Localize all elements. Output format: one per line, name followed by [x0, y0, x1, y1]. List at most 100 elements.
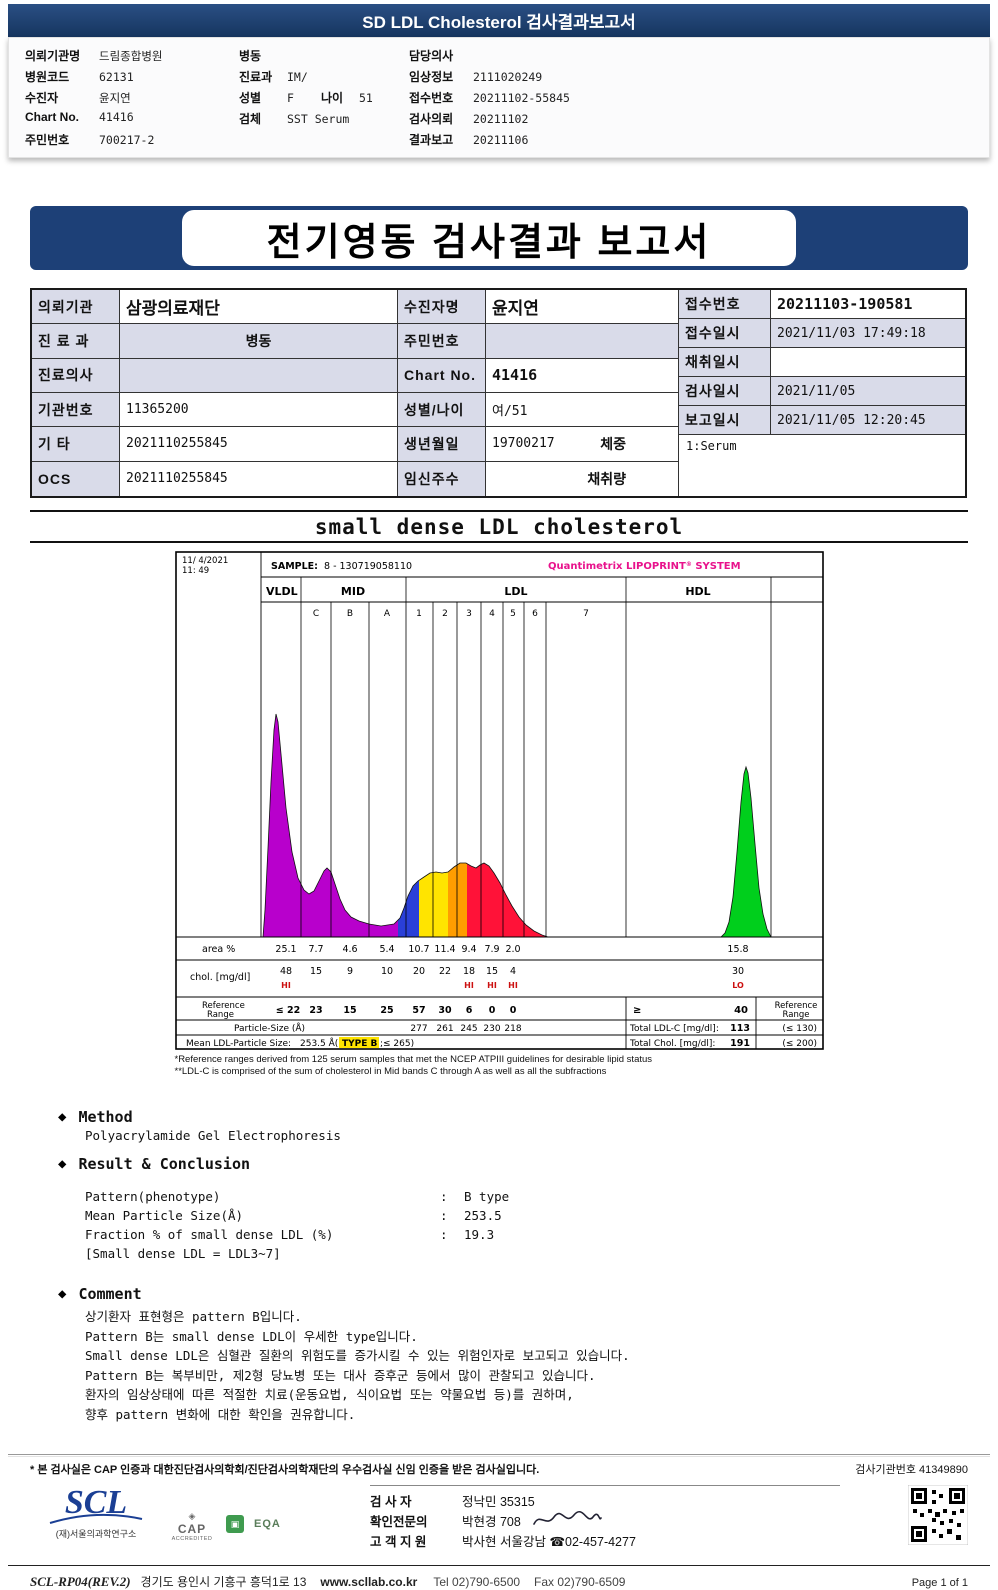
result-title: Result & Conclusion [78, 1155, 251, 1173]
footnote-2: **LDL-C is comprised of the sum of chole… [174, 1066, 607, 1077]
field-value: 62131 [99, 70, 134, 84]
particle-value: 261 [436, 1024, 453, 1034]
cap-emblem-icon: ◈ [188, 1511, 196, 1521]
sig-label: 검 사 자 [370, 1494, 412, 1509]
area-value: 25.1 [275, 944, 296, 955]
section-title: small dense LDL cholesterol [314, 515, 684, 539]
cell-label: 진료의사 [32, 358, 120, 393]
fax: Fax 02)790-6509 [534, 1575, 626, 1589]
cell-label: 보고일시 [679, 406, 771, 435]
field-row: Chart No. 41416 [25, 110, 215, 131]
field-row: 임상정보 2111020249 [409, 68, 981, 89]
result-name: [Small dense LDL = LDL3~7] [85, 1246, 281, 1261]
band-mid: MID [340, 585, 364, 598]
field-row: 결과보고 20211106 [409, 131, 981, 152]
result-name: Mean Particle Size(Å) [85, 1208, 244, 1223]
signature-row: 검 사 자 정낙민 35315 [370, 1490, 840, 1510]
field-row: 병동 [239, 47, 385, 68]
chol-value: 15 [485, 966, 497, 977]
cell-value: 11365200 [120, 392, 398, 428]
footnote-1: *Reference ranges derived from 125 serum… [174, 1054, 653, 1065]
diamond-bullet-icon: ◆ [58, 1286, 67, 1302]
chol-value: 22 [438, 966, 450, 977]
cell-label: Chart No. [398, 358, 486, 393]
diamond-bullet-icon: ◆ [58, 1109, 67, 1125]
mid-sub-b: B [346, 609, 352, 619]
type-b-value: TYPE B [342, 1039, 378, 1049]
field-value: 20211106 [473, 133, 529, 147]
lo-flag: LO [732, 981, 744, 990]
comment-title: Comment [78, 1285, 142, 1303]
scl-logo-block: SCL (재)서울의과학연구소 [36, 1485, 156, 1540]
footer-divider [8, 1454, 990, 1457]
ldl-sub-3: 3 [466, 609, 472, 619]
sample-value: 8 - 130719058110 [324, 561, 412, 572]
ref-range-right-2: Range [782, 1010, 809, 1020]
order-info-left: 의뢰기관 삼광의료재단 수진자명 윤지연 진 료 과 병동 주민번호 진료의사 … [32, 290, 678, 496]
cell-label: 기 타 [32, 427, 120, 462]
band-hdl: HDL [685, 585, 710, 598]
field-value: 2111020249 [473, 70, 543, 84]
field-row: 수진자 윤지연 [25, 89, 215, 110]
field-value: 700217-2 [99, 133, 155, 147]
field-value: IM/ [287, 70, 308, 84]
field-row: 의뢰기관명 드림종합병원 [25, 47, 215, 68]
field-label: 나이 [321, 91, 344, 105]
area-value: 10.7 [408, 944, 429, 955]
cell-value: 채취량 [486, 462, 678, 496]
eqa-emblem-icon: ▣ [226, 1515, 244, 1533]
cell-label: 검사일시 [679, 377, 771, 406]
hi-flag: HI [508, 981, 518, 990]
total-chol-label: Total Chol. [mg/dl]: [629, 1039, 715, 1049]
field-row: 담당의사 [409, 47, 981, 68]
chol-value: 9 [346, 966, 352, 977]
result-heading: ◆ Result & Conclusion [58, 1153, 998, 1175]
field-label: 주민번호 [25, 133, 70, 147]
birthdate-value: 19700217 [492, 436, 555, 452]
lab-number: 검사기관번호 41349890 [855, 1461, 968, 1477]
field-value: 20211102 [473, 112, 529, 126]
field-value: SST Serum [287, 112, 350, 126]
band-ldl: LDL [504, 585, 527, 598]
cell-label: 기관번호 [32, 392, 120, 428]
cell-label: OCS [32, 461, 120, 496]
comment-lines: 상기환자 표현형은 pattern B입니다. Pattern B는 small… [85, 1307, 998, 1424]
sig-label: 고 객 지 원 [370, 1534, 427, 1549]
cell-value: 윤지연 [486, 290, 678, 325]
chol-value: 20 [412, 966, 424, 977]
sample-volume-label: 채취량 [587, 471, 626, 488]
total-ldl-value: 113 [730, 1023, 750, 1034]
chol-value: 48 [279, 966, 291, 977]
page-number: Page 1 of 1 [911, 1577, 968, 1589]
cell-label: 접수번호 [679, 290, 771, 319]
accreditation-text: * 본 검사실은 CAP 인증과 대한진단검사의학회/진단검사의학재단의 우수검… [30, 1464, 540, 1476]
ref-range-right-1: Reference [774, 1001, 817, 1011]
ldl-sub-7: 7 [583, 609, 589, 619]
comment-line: Pattern B는 small dense LDL이 우세한 type입니다. [85, 1328, 418, 1344]
area-value: 7.9 [484, 944, 499, 955]
accreditation-row: * 본 검사실은 CAP 인증과 대한진단검사의학회/진단검사의학재단의 우수검… [30, 1461, 968, 1477]
ldl-sub-4: 4 [489, 609, 495, 619]
cell-label: 수진자명 [398, 290, 486, 325]
ref-hdl-ge: ≥ [633, 1005, 641, 1016]
result-items: Pattern(phenotype): B type Mean Particle … [85, 1187, 998, 1263]
bottom-address-row: SCL-RP04(REV.2) 경기도 용인시 기흥구 흥덕1로 13 www.… [30, 1573, 968, 1590]
ref-value: 30 [438, 1005, 452, 1016]
field-row: 병원코드 62131 [25, 68, 215, 89]
banner-title: 전기영동 검사결과 보고서 [266, 221, 712, 264]
method-body: Polyacrylamide Gel Electrophoresis [85, 1128, 341, 1143]
doc-code: SCL-RP04(REV.2) [30, 1574, 131, 1589]
hi-flag: HI [281, 981, 291, 990]
scl-swoosh-icon [49, 1513, 143, 1524]
particle-value: 230 [483, 1024, 500, 1034]
handwritten-signature [533, 1511, 602, 1525]
area-value: 4.6 [342, 944, 357, 955]
ref-values: ≤ 22 23 15 25 57 30 6 0 0 [275, 1005, 516, 1016]
cell-value: 2021/11/03 17:49:18 [771, 319, 965, 348]
hi-flag: HI [487, 981, 497, 990]
cap-accredited-text: ACCREDITED [171, 1536, 213, 1542]
field-label: 성별 [239, 91, 262, 105]
ldl-sub-1: 1 [416, 609, 422, 619]
hi-flag: HI [464, 981, 474, 990]
ref-value: 15 [343, 1005, 356, 1016]
